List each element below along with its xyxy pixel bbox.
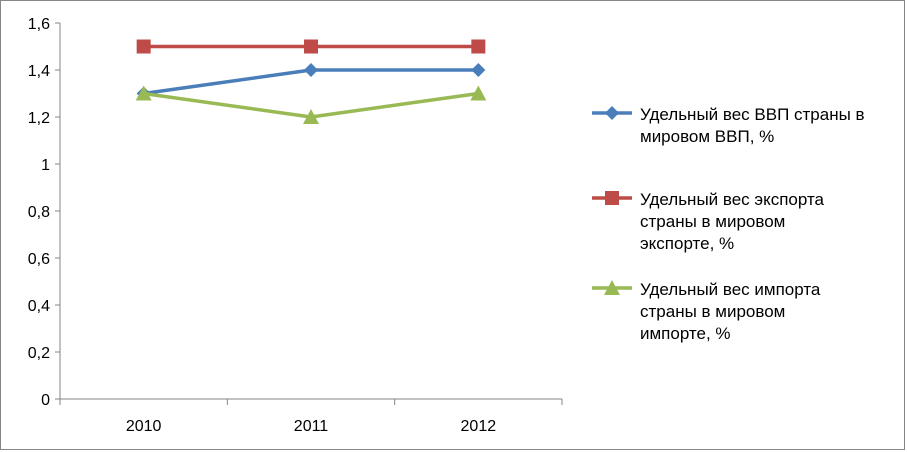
legend-label: страны в мировом [640,212,785,231]
legend-label: Удельный вес импорта [640,280,821,299]
legend-marker-2 [605,191,619,205]
data-point [471,39,486,54]
y-tick-label: 0,6 [28,251,50,268]
data-point [471,63,486,77]
y-tick-label: 0,8 [28,204,50,221]
data-point [135,85,152,101]
y-tick-label: 0,2 [28,345,50,362]
legend-marker-3 [604,280,620,295]
legend-label: страны в мировом [640,302,785,321]
data-point [136,39,151,54]
x-tick-label: 2010 [126,418,162,435]
data-point [303,109,319,124]
y-tick-label: 1,6 [28,16,50,33]
legend-label: импорте, % [640,324,731,343]
y-tick-label: 0,4 [28,298,50,315]
data-point [304,63,318,77]
legend-label: Удельный вес экспорта [640,190,825,209]
x-tick-label: 2012 [461,418,497,435]
y-tick-label: 1 [41,157,50,174]
x-tick-label: 2011 [294,418,329,435]
legend-label: экспорте, % [640,234,734,253]
data-point [304,39,318,54]
legend-label: Удельный вес ВВП страны в [640,105,865,124]
legend-marker-1 [605,106,619,120]
y-tick-label: 1,4 [28,63,50,80]
legend-label: мировом ВВП, % [640,127,774,146]
y-tick-label: 0 [41,392,50,409]
data-point [470,85,487,101]
y-tick-label: 1,2 [28,110,50,127]
